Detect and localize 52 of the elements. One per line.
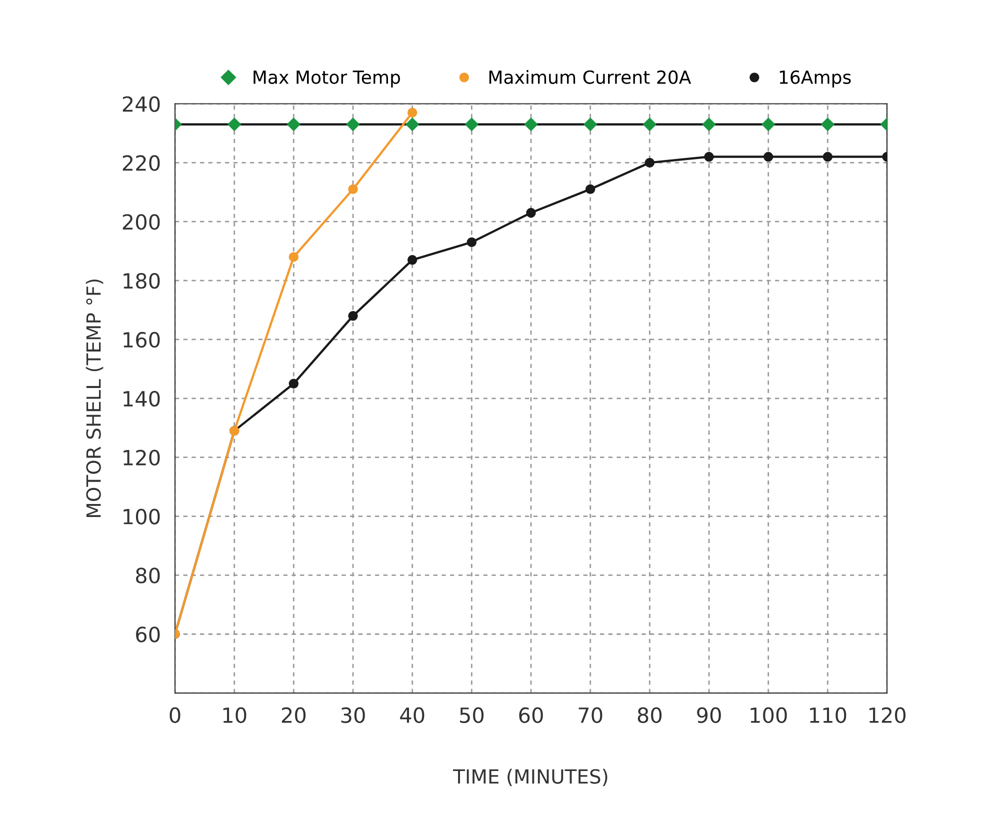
x-tick-label: 20 — [282, 707, 306, 724]
y-tick-label: 140 — [124, 390, 160, 407]
y-tick-label: 80 — [136, 568, 160, 584]
point — [348, 311, 358, 321]
point — [642, 118, 657, 132]
legend-label: Max Motor Temp — [254, 70, 400, 88]
point — [286, 118, 301, 132]
legend-label: Maximum Current 20A — [489, 70, 692, 84]
point — [288, 252, 299, 262]
x-tick-label: 50 — [460, 707, 484, 724]
point — [407, 255, 418, 265]
x-tick-label: 40 — [400, 707, 424, 724]
point — [820, 118, 835, 132]
point — [227, 118, 242, 132]
x-tick-label: 60 — [519, 707, 543, 724]
y-tick-label: 200 — [122, 214, 160, 230]
y-tick-label: 120 — [124, 450, 160, 466]
point — [466, 237, 477, 248]
x-tick-label: 80 — [638, 707, 662, 724]
point — [763, 152, 774, 162]
point — [644, 158, 655, 168]
legend-label: 16Amps — [780, 70, 851, 88]
x-axis-title: TIME (MINUTES) — [453, 768, 608, 786]
point — [348, 184, 358, 194]
y-tick-label: 160 — [124, 332, 160, 348]
point — [405, 118, 420, 132]
point — [526, 208, 536, 218]
point — [464, 118, 479, 132]
point — [704, 152, 714, 162]
point — [583, 118, 598, 132]
y-tick-label: 220 — [122, 155, 160, 171]
y-tick-label: 240 — [122, 96, 160, 112]
x-tick-label: 90 — [697, 707, 721, 724]
x-tick-label: 120 — [869, 707, 906, 724]
point — [585, 184, 596, 194]
x-tick-label: 30 — [341, 707, 365, 724]
point — [346, 118, 360, 132]
y-tick-label: 180 — [124, 272, 160, 289]
point — [524, 118, 538, 132]
point — [822, 152, 833, 162]
point — [407, 108, 418, 118]
x-tick-label: 100 — [750, 707, 787, 724]
point — [288, 378, 299, 389]
x-tick-label: 0 — [170, 707, 180, 724]
y-tick-label: 60 — [136, 626, 160, 642]
point — [702, 118, 716, 132]
x-tick-label: 10 — [223, 707, 246, 724]
x-tick-label: 70 — [578, 707, 602, 724]
y-axis-title: MOTOR SHELL (TEMP °F) — [86, 280, 104, 517]
point — [761, 118, 776, 132]
x-tick-label: 110 — [810, 707, 846, 724]
y-tick-label: 100 — [124, 508, 160, 524]
